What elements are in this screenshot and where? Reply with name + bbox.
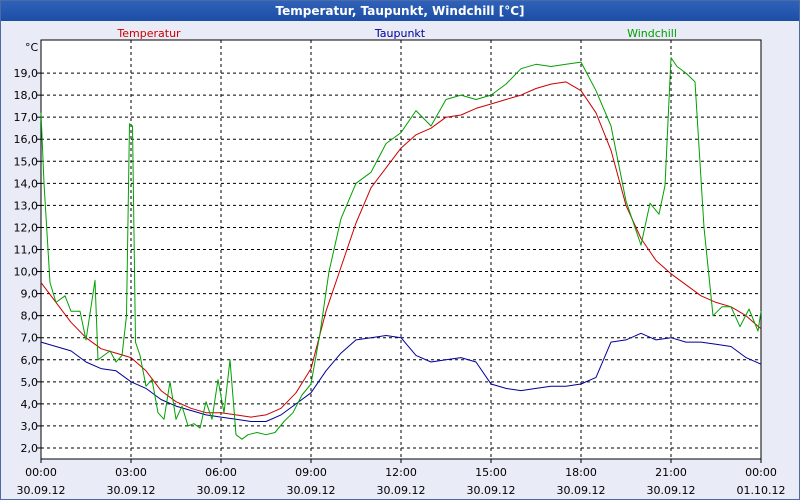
temperature-chart: 2,0 3,0 4,0 5,0 6,0 7,0 8,0 9,0 10,0 11,0 12,0 13,0…: [14, 27, 786, 497]
x-tick-date: 30.09.12: [557, 484, 606, 497]
y-tick-label: 14,0: [14, 177, 39, 190]
y-tick-label: 12,0: [14, 221, 39, 234]
legend-label-windchill: Windchill: [627, 27, 677, 40]
y-tick-label: 7,0: [21, 332, 39, 345]
series-line-windchill: [40, 57, 762, 440]
y-tick-label: 18,0: [14, 89, 39, 102]
x-tick-time: 12:00: [385, 466, 417, 479]
y-tick-label: 3,0: [21, 420, 39, 433]
x-tick-time: 06:00: [205, 466, 237, 479]
legend: Temperatur Taupunkt Windchill: [116, 27, 677, 40]
y-tick-label: 17,0: [14, 111, 39, 124]
y-tick-label: 10,0: [14, 266, 39, 279]
x-tick-date: 30.09.12: [647, 484, 696, 497]
y-axis-ticks: 2,0 3,0 4,0 5,0 6,0 7,0 8,0 9,0 10,0 11,0 12,0 13,0…: [14, 67, 41, 455]
x-tick-time: 15:00: [475, 466, 507, 479]
y-tick-label: 11,0: [14, 244, 39, 257]
x-tick-date: 01.10.12: [737, 484, 786, 497]
y-tick-label: 8,0: [21, 310, 39, 323]
series-line-taupunkt: [40, 332, 762, 422]
y-tick-label: 5,0: [21, 376, 39, 389]
series-line-temperatur: [40, 81, 762, 418]
x-tick-time: 09:00: [295, 466, 327, 479]
y-tick-label: 2,0: [21, 442, 39, 455]
x-tick-time: 18:00: [565, 466, 597, 479]
x-tick-date: 30.09.12: [197, 484, 246, 497]
y-tick-label: 4,0: [21, 398, 39, 411]
y-axis-unit-label: °C: [25, 41, 39, 54]
x-tick-time: 00:00: [25, 466, 57, 479]
series-lines: [40, 57, 762, 440]
y-tick-label: 13,0: [14, 199, 39, 212]
legend-label-temperatur: Temperatur: [116, 27, 181, 40]
legend-label-taupunkt: Taupunkt: [374, 27, 426, 40]
grid-lines: [41, 40, 761, 459]
x-tick-time: 00:00: [745, 466, 777, 479]
y-tick-label: 9,0: [21, 288, 39, 301]
x-tick-date: 30.09.12: [467, 484, 516, 497]
x-tick-date: 30.09.12: [17, 484, 66, 497]
y-tick-label: 6,0: [21, 354, 39, 367]
x-tick-time: 21:00: [655, 466, 687, 479]
x-axis-ticks: 00:00 30.09.12 03:00 30.09.12 06:00 30.09.12 0…: [17, 459, 786, 497]
x-tick-date: 30.09.12: [107, 484, 156, 497]
x-tick-time: 03:00: [115, 466, 147, 479]
window-title: Temperatur, Taupunkt, Windchill [°C]: [1, 1, 799, 21]
y-tick-label: 16,0: [14, 133, 39, 146]
y-tick-label: 15,0: [14, 155, 39, 168]
x-tick-date: 30.09.12: [287, 484, 336, 497]
x-tick-date: 30.09.12: [377, 484, 426, 497]
y-tick-label: 19,0: [14, 67, 39, 80]
